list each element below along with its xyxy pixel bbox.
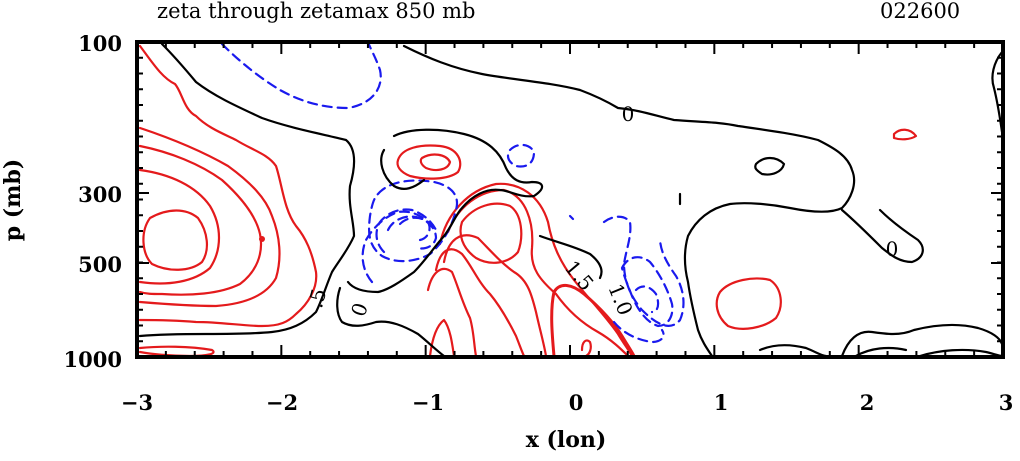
contour-label: 1.0 xyxy=(603,280,637,318)
positive-contour-dot xyxy=(259,236,265,242)
zero-contour xyxy=(538,234,603,280)
axis-ticks xyxy=(136,41,1004,358)
x-tick-label: 3 xyxy=(999,390,1014,415)
negative-contour xyxy=(506,143,536,168)
zero-contour xyxy=(840,208,924,264)
contour-label: 0 xyxy=(622,102,635,126)
zero-contour xyxy=(336,286,446,358)
x-tick-label: −2 xyxy=(266,390,298,415)
positive-contour xyxy=(434,248,526,358)
y-axis-title: p (mb) xyxy=(0,159,26,242)
negative-contour xyxy=(220,40,382,110)
y-tick-label: 300 xyxy=(78,182,122,207)
zero-contour xyxy=(991,50,1004,134)
positive-contours-center xyxy=(396,144,636,358)
positive-contour xyxy=(428,318,456,358)
positive-contour xyxy=(550,284,636,358)
x-tick-label: 2 xyxy=(860,390,875,415)
y-tick-label: 1000 xyxy=(64,347,122,372)
contour-label: 1.5 xyxy=(560,256,599,296)
positive-contour xyxy=(426,267,478,358)
zero-contours xyxy=(138,42,1004,358)
negative-contour xyxy=(386,215,438,250)
x-tick-labels: −3 −2 −1 0 1 2 3 xyxy=(121,390,1013,415)
x-tick-label: −1 xyxy=(412,390,444,415)
chart-subtitle: 022600 xyxy=(880,0,960,23)
negative-contour xyxy=(398,216,431,242)
positive-contour xyxy=(580,339,592,358)
y-tick-label: 100 xyxy=(78,31,122,56)
positive-contour xyxy=(138,345,215,358)
zero-contour xyxy=(758,344,828,358)
positive-contour xyxy=(892,128,918,141)
positive-contour xyxy=(142,209,208,271)
negative-contour xyxy=(602,215,685,327)
zero-contour xyxy=(402,44,856,358)
positive-contour xyxy=(446,188,630,358)
zero-contour xyxy=(138,42,356,338)
contour-lines xyxy=(138,40,1004,358)
positive-contour xyxy=(396,144,462,180)
positive-contours-left xyxy=(138,44,318,358)
zero-contour xyxy=(380,148,426,190)
x-tick-label: 1 xyxy=(714,390,729,415)
positive-contours-right xyxy=(715,128,918,330)
negative-contour xyxy=(375,208,438,254)
negative-contour xyxy=(568,214,575,221)
zero-contour xyxy=(346,128,544,294)
positive-contour xyxy=(138,126,281,308)
x-axis-title: x (lon) xyxy=(526,427,607,453)
x-tick-label: −3 xyxy=(121,390,153,415)
chart-title: zeta through zetamax 850 mb xyxy=(157,0,475,23)
positive-contour xyxy=(438,182,634,358)
positive-contour xyxy=(138,44,318,328)
zero-contour xyxy=(754,156,786,176)
positive-contour xyxy=(459,202,523,264)
contour-label: 0 xyxy=(346,300,373,320)
positive-contour xyxy=(442,234,548,358)
positive-contour xyxy=(715,277,782,330)
negative-contour xyxy=(634,285,660,314)
negative-contour xyxy=(620,256,674,328)
positive-contour xyxy=(138,144,263,296)
positive-contour xyxy=(419,153,452,172)
x-tick-label: 0 xyxy=(569,390,584,415)
contour-label: .5 xyxy=(303,286,331,311)
y-tick-label: 500 xyxy=(78,252,122,277)
y-tick-labels: 100 300 500 1000 xyxy=(64,31,122,372)
zero-contour xyxy=(854,346,908,358)
positive-contour xyxy=(138,168,220,285)
contour-label: 0 xyxy=(886,237,899,261)
zero-contour xyxy=(840,323,1004,358)
